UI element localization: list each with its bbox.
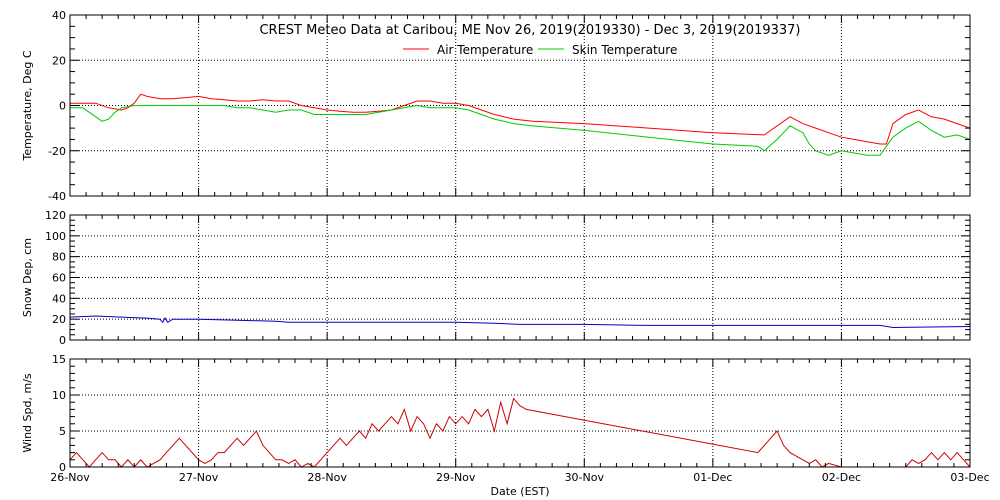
y-tick-label: 60 — [52, 272, 66, 285]
y-axis-label: Wind Spd, m/s — [21, 373, 34, 453]
panel-frame-2 — [69, 358, 971, 468]
y-tick-label: 40 — [52, 292, 66, 305]
y-axis-label: Snow Dep, cm — [21, 238, 34, 317]
x-tick-label: 27-Nov — [179, 471, 219, 484]
series-line-0-0 — [70, 93, 971, 145]
x-tick-label: 28-Nov — [307, 471, 347, 484]
legend-entry: Air Temperature — [437, 43, 533, 57]
x-tick-label: 26-Nov — [50, 471, 90, 484]
x-tick-label: 03-Dec — [950, 471, 989, 484]
chart-title: CREST Meteo Data at Caribou, ME Nov 26, … — [259, 23, 800, 38]
x-tick-label: 30-Nov — [565, 471, 605, 484]
y-tick-label: 5 — [59, 425, 66, 438]
series-line-2-0 — [69, 397, 971, 468]
series-line-1-0 — [69, 315, 971, 329]
panel-frame-1 — [69, 214, 971, 341]
y-tick-label: 120 — [45, 209, 66, 222]
x-tick-label: 01-Dec — [693, 471, 732, 484]
y-tick-label: 15 — [52, 353, 66, 366]
y-tick-label: -40 — [48, 190, 66, 203]
y-tick-label: 20 — [52, 313, 66, 326]
legend-entry: Skin Temperature — [572, 43, 677, 57]
y-tick-label: -20 — [48, 145, 66, 158]
y-axis-label: Temperature, Deg C — [21, 50, 34, 161]
x-axis-label: Date (EST) — [490, 485, 549, 498]
y-tick-label: 40 — [52, 9, 66, 22]
y-tick-label: 80 — [52, 251, 66, 264]
y-tick-label: 100 — [45, 230, 66, 243]
y-tick-label: 20 — [52, 54, 66, 67]
series-line-0-1 — [70, 104, 971, 156]
y-tick-label: 0 — [59, 334, 66, 347]
y-tick-label: 0 — [59, 461, 66, 474]
x-tick-label: 02-Dec — [822, 471, 861, 484]
y-tick-label: 10 — [52, 389, 66, 402]
y-tick-label: 0 — [59, 100, 66, 113]
panel-frame-0 — [69, 14, 971, 197]
x-tick-label: 29-Nov — [436, 471, 476, 484]
